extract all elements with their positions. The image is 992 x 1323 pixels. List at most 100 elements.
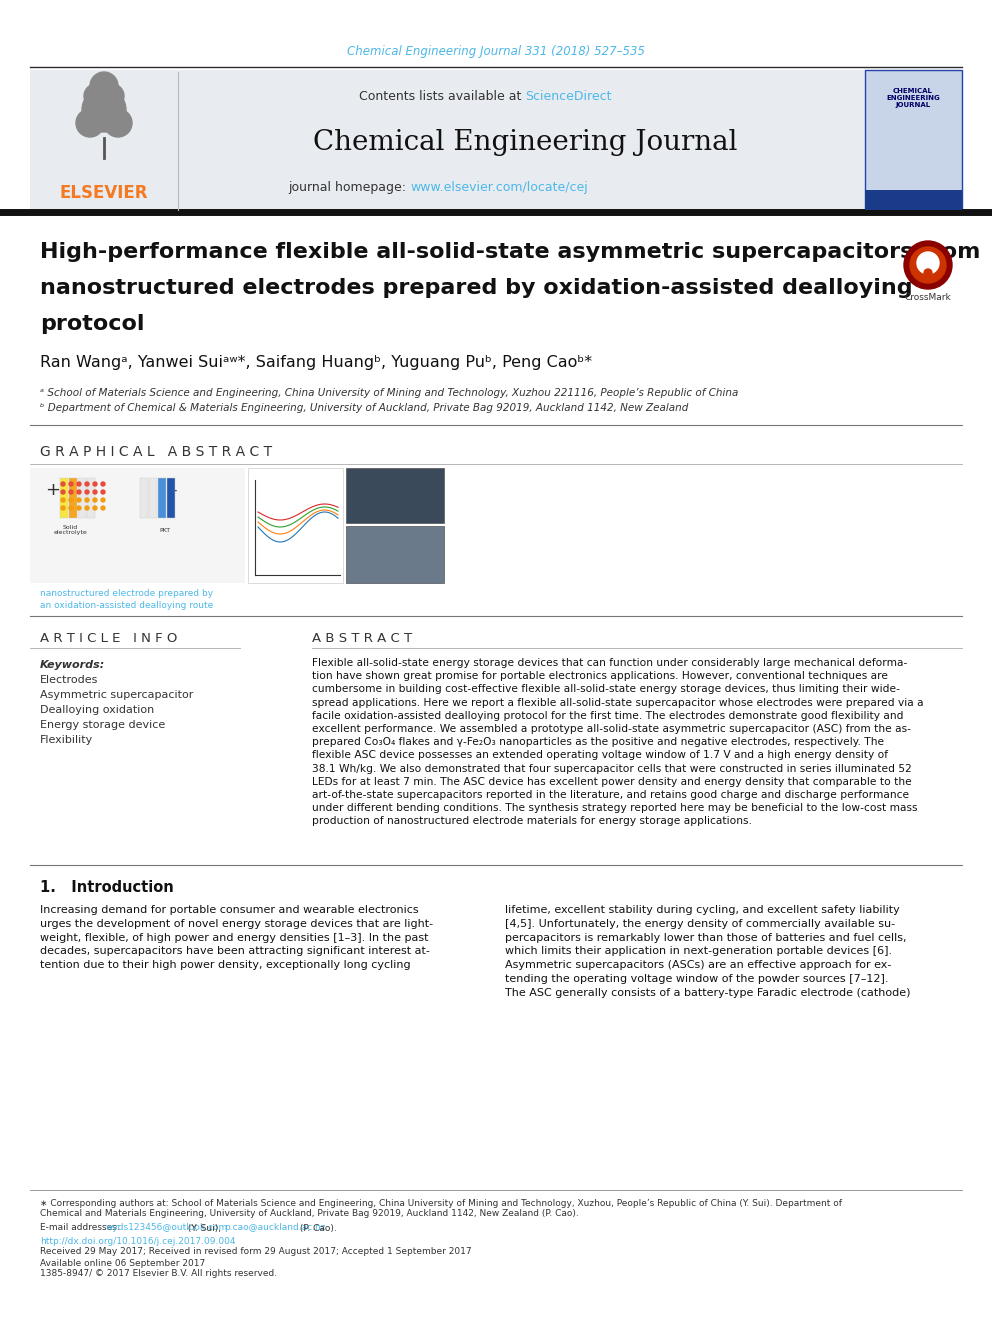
Text: LEDs for at least 7 min. The ASC device has excellent power density and energy d: LEDs for at least 7 min. The ASC device …: [312, 777, 912, 787]
Circle shape: [84, 83, 108, 108]
Text: -: -: [170, 482, 177, 499]
Text: an oxidation-assisted dealloying route: an oxidation-assisted dealloying route: [40, 601, 213, 610]
Text: flexible ASC device possesses an extended operating voltage window of 1.7 V and : flexible ASC device possesses an extende…: [312, 750, 888, 761]
Circle shape: [85, 497, 89, 501]
Text: tion have shown great promise for portable electronics applications. However, co: tion have shown great promise for portab…: [312, 671, 888, 681]
Text: wyds123456@outlook.com: wyds123456@outlook.com: [105, 1224, 227, 1233]
Text: E-mail addresses:: E-mail addresses:: [40, 1224, 123, 1233]
Text: under different bending conditions. The synthesis strategy reported here may be : under different bending conditions. The …: [312, 803, 918, 814]
Text: G R A P H I C A L   A B S T R A C T: G R A P H I C A L A B S T R A C T: [40, 445, 272, 459]
Text: Chemical Engineering Journal: Chemical Engineering Journal: [312, 130, 737, 156]
Circle shape: [93, 505, 97, 509]
Circle shape: [100, 83, 124, 108]
Text: p.cao@auckland.ac.nz: p.cao@auckland.ac.nz: [224, 1224, 326, 1233]
Text: Asymmetric supercapacitor: Asymmetric supercapacitor: [40, 691, 193, 700]
Text: Energy storage device: Energy storage device: [40, 720, 166, 730]
Bar: [78, 478, 86, 519]
Text: Electrodes: Electrodes: [40, 675, 98, 685]
Text: (Y. Sui),: (Y. Sui),: [185, 1224, 223, 1233]
Text: CrossMark: CrossMark: [905, 292, 951, 302]
Text: Dealloying oxidation: Dealloying oxidation: [40, 705, 154, 714]
Bar: [30, 70, 865, 210]
Text: ᵇ Department of Chemical & Materials Engineering, University of Auckland, Privat: ᵇ Department of Chemical & Materials Eng…: [40, 404, 688, 413]
Text: Received 29 May 2017; Received in revised form 29 August 2017; Accepted 1 Septem: Received 29 May 2017; Received in revise…: [40, 1248, 471, 1257]
Text: Keywords:: Keywords:: [40, 660, 105, 669]
Bar: [346, 468, 444, 523]
Circle shape: [69, 497, 73, 501]
Bar: [248, 468, 343, 583]
Text: http://dx.doi.org/10.1016/j.cej.2017.09.004: http://dx.doi.org/10.1016/j.cej.2017.09.…: [40, 1237, 235, 1245]
Text: ScienceDirect: ScienceDirect: [525, 90, 611, 102]
Text: A B S T R A C T: A B S T R A C T: [312, 631, 412, 644]
Text: nanostructured electrode prepared by: nanostructured electrode prepared by: [40, 590, 213, 598]
Text: www.elsevier.com/locate/cej: www.elsevier.com/locate/cej: [410, 181, 587, 194]
Circle shape: [85, 505, 89, 509]
Circle shape: [69, 490, 73, 493]
Text: ᵃ School of Materials Science and Engineering, China University of Mining and Te: ᵃ School of Materials Science and Engine…: [40, 388, 738, 398]
Bar: [60, 478, 68, 519]
Bar: [87, 478, 95, 519]
Text: ELSEVIER: ELSEVIER: [60, 184, 148, 202]
Text: Asymmetric supercapacitors (ASCs) are an effective approach for ex-: Asymmetric supercapacitors (ASCs) are an…: [505, 960, 892, 970]
Bar: [69, 478, 77, 519]
Bar: [865, 191, 962, 210]
Bar: [30, 468, 245, 583]
Text: prepared Co₃O₄ flakes and γ-Fe₂O₃ nanoparticles as the positive and negative ele: prepared Co₃O₄ flakes and γ-Fe₂O₃ nanopa…: [312, 737, 884, 747]
Text: weight, flexible, of high power and energy densities [1–3]. In the past: weight, flexible, of high power and ener…: [40, 933, 429, 942]
Text: 1.   Introduction: 1. Introduction: [40, 881, 174, 896]
Circle shape: [101, 505, 105, 509]
Text: lifetime, excellent stability during cycling, and excellent safety liability: lifetime, excellent stability during cyc…: [505, 905, 900, 916]
Circle shape: [69, 505, 73, 509]
Text: excellent performance. We assembled a prototype all-solid-state asymmetric super: excellent performance. We assembled a pr…: [312, 724, 911, 734]
Circle shape: [85, 490, 89, 493]
Text: +: +: [46, 482, 61, 499]
Text: cumbersome in building cost-effective flexible all-solid-state energy storage de: cumbersome in building cost-effective fl…: [312, 684, 900, 695]
Circle shape: [77, 505, 81, 509]
Circle shape: [61, 497, 65, 501]
Text: Flexibility: Flexibility: [40, 736, 93, 745]
Circle shape: [101, 482, 105, 486]
Text: High-performance flexible all-solid-state asymmetric supercapacitors from: High-performance flexible all-solid-stat…: [40, 242, 980, 262]
Circle shape: [917, 251, 939, 274]
Text: protocol: protocol: [40, 314, 145, 333]
Bar: [346, 527, 444, 583]
Text: Ran Wangᵃ, Yanwei Suiᵃʷ*, Saifang Huangᵇ, Yuguang Puᵇ, Peng Caoᵇ*: Ran Wangᵃ, Yanwei Suiᵃʷ*, Saifang Huangᵇ…: [40, 355, 592, 369]
Bar: [865, 70, 962, 210]
Text: tending the operating voltage window of the powder sources [7–12].: tending the operating voltage window of …: [505, 974, 889, 984]
Circle shape: [77, 497, 81, 501]
Text: art-of-the-state supercapacitors reported in the literature, and retains good ch: art-of-the-state supercapacitors reporte…: [312, 790, 909, 800]
Text: Contents lists available at: Contents lists available at: [359, 90, 525, 102]
Circle shape: [93, 497, 97, 501]
Text: decades, supercapacitors have been attracting significant interest at-: decades, supercapacitors have been attra…: [40, 946, 430, 957]
Text: Chemical Engineering Journal 331 (2018) 527–535: Chemical Engineering Journal 331 (2018) …: [347, 45, 645, 58]
Text: nanostructured electrodes prepared by oxidation-assisted dealloying: nanostructured electrodes prepared by ox…: [40, 278, 913, 298]
Text: Flexible all-solid-state energy storage devices that can function under consider: Flexible all-solid-state energy storage …: [312, 658, 908, 668]
Circle shape: [61, 482, 65, 486]
Circle shape: [904, 241, 952, 288]
Circle shape: [101, 497, 105, 501]
Text: urges the development of novel energy storage devices that are light-: urges the development of novel energy st…: [40, 918, 434, 929]
Text: spread applications. Here we report a flexible all-solid-state supercapacitor wh: spread applications. Here we report a fl…: [312, 697, 924, 708]
Circle shape: [61, 505, 65, 509]
Text: percapacitors is remarkably lower than those of batteries and fuel cells,: percapacitors is remarkably lower than t…: [505, 933, 907, 942]
Bar: [167, 478, 175, 519]
Circle shape: [924, 269, 932, 277]
Circle shape: [82, 89, 126, 132]
Text: 1385-8947/ © 2017 Elsevier B.V. All rights reserved.: 1385-8947/ © 2017 Elsevier B.V. All righ…: [40, 1270, 277, 1278]
Circle shape: [77, 482, 81, 486]
Text: production of nanostructured electrode materials for energy storage applications: production of nanostructured electrode m…: [312, 816, 752, 827]
Bar: [140, 478, 148, 519]
Text: Increasing demand for portable consumer and wearable electronics: Increasing demand for portable consumer …: [40, 905, 419, 916]
Circle shape: [69, 482, 73, 486]
Circle shape: [90, 71, 118, 101]
Text: CHEMICAL
ENGINEERING
JOURNAL: CHEMICAL ENGINEERING JOURNAL: [886, 89, 939, 108]
Circle shape: [77, 490, 81, 493]
Text: [4,5]. Unfortunately, the energy density of commercially available su-: [4,5]. Unfortunately, the energy density…: [505, 918, 895, 929]
Text: A R T I C L E   I N F O: A R T I C L E I N F O: [40, 631, 178, 644]
Circle shape: [61, 490, 65, 493]
Text: PKT: PKT: [160, 528, 171, 532]
Text: ∗ Corresponding authors at: School of Materials Science and Engineering, China U: ∗ Corresponding authors at: School of Ma…: [40, 1199, 842, 1208]
Text: Solid
electrolyte: Solid electrolyte: [54, 525, 87, 536]
Text: Available online 06 September 2017: Available online 06 September 2017: [40, 1258, 205, 1267]
Circle shape: [104, 108, 132, 138]
